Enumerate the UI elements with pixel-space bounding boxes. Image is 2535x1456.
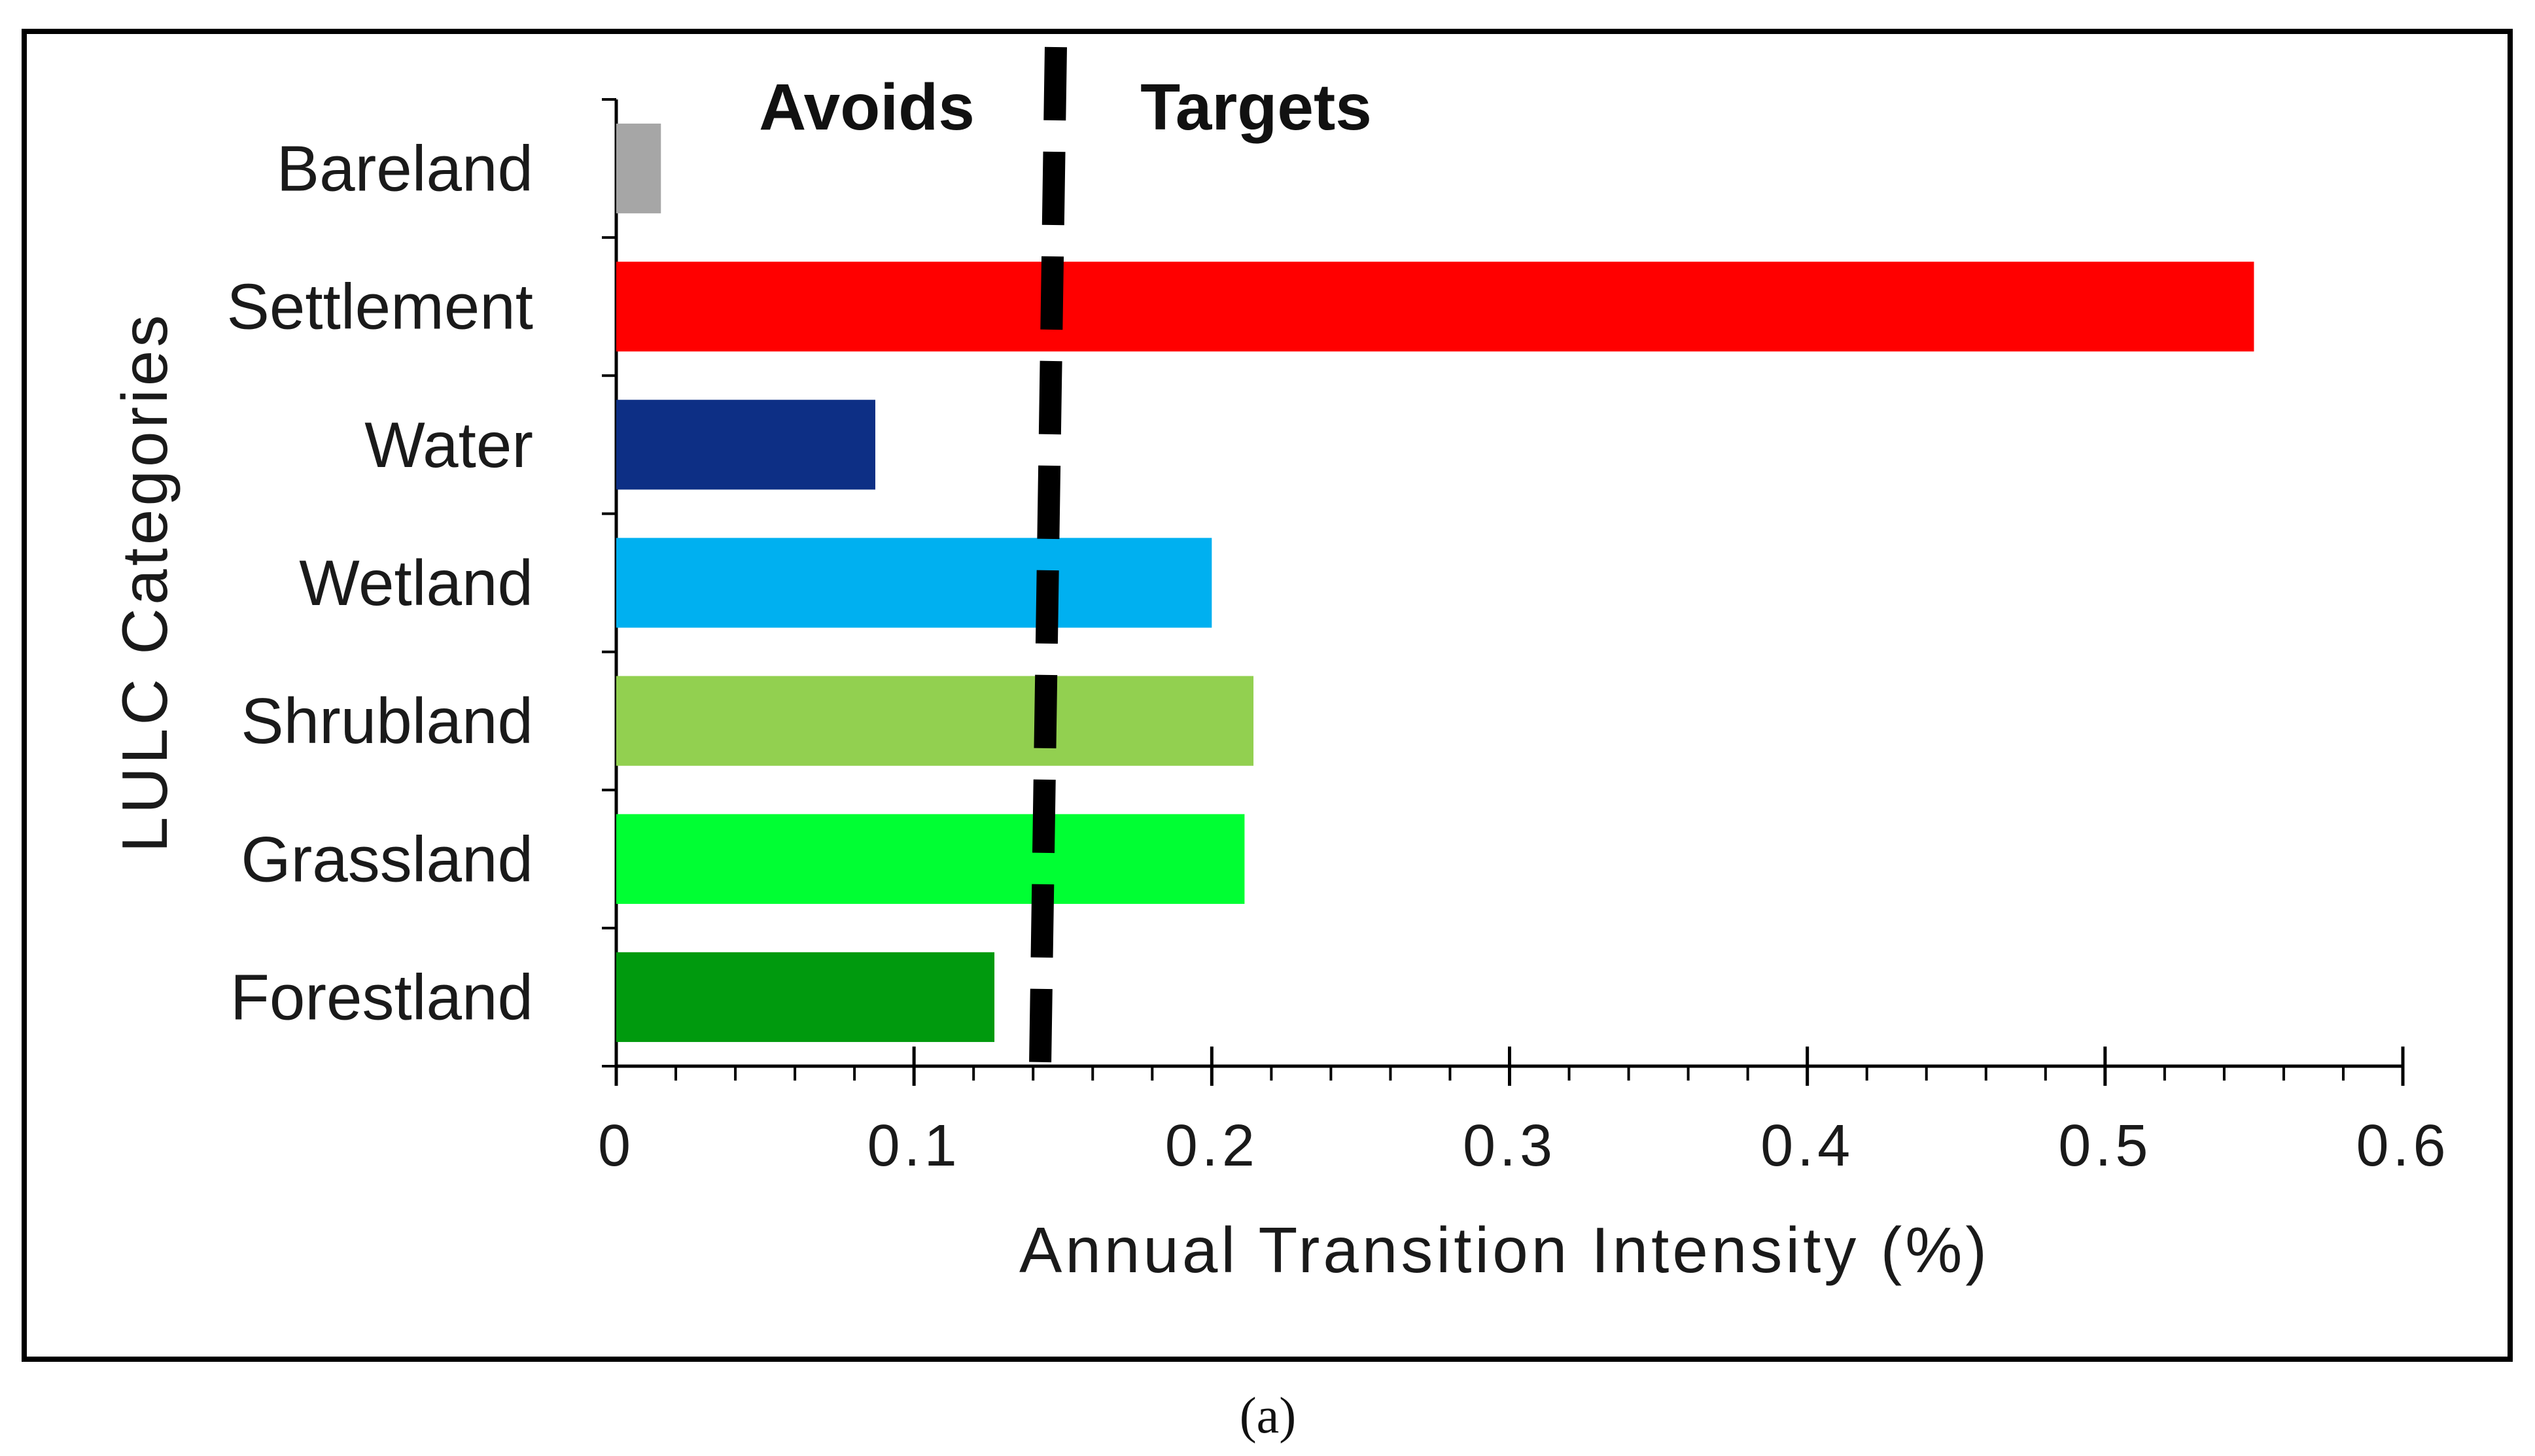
bar-wetland	[616, 538, 1212, 628]
targets-label: Targets	[1140, 71, 1372, 144]
category-label-settlement: Settlement	[227, 271, 533, 343]
avoids-label: Avoids	[759, 71, 975, 144]
bar-grassland	[616, 814, 1245, 904]
x-axis-title: Annual Transition Intensity (%)	[1019, 1214, 1990, 1286]
x-tick-label: 0.5	[2058, 1113, 2152, 1179]
figure-caption: (a)	[1240, 1387, 1297, 1444]
bar-shrubland	[616, 676, 1254, 766]
y-axis-title: LULC Categories	[109, 312, 181, 853]
x-tick-label: 0.2	[1165, 1113, 1259, 1179]
bar-settlement	[616, 262, 2254, 352]
category-label-grassland: Grassland	[241, 823, 533, 895]
uniform-intensity-line	[1028, 46, 1067, 1067]
category-label-wetland: Wetland	[299, 547, 533, 619]
chart-frame	[22, 29, 2513, 1362]
bar-water	[616, 400, 875, 490]
x-tick-label: 0.1	[867, 1113, 961, 1179]
bar-bareland	[616, 123, 661, 214]
x-tick-label: 0.4	[1760, 1113, 1854, 1179]
category-label-water: Water	[364, 409, 533, 481]
category-label-forestland: Forestland	[230, 961, 533, 1033]
category-label-shrubland: Shrubland	[241, 685, 533, 757]
x-tick-label: 0.6	[2356, 1113, 2449, 1179]
x-tick-label: 0	[598, 1113, 635, 1179]
x-tick-label: 0.3	[1463, 1113, 1556, 1179]
bar-forestland	[616, 952, 995, 1043]
category-label-bareland: Bareland	[277, 133, 533, 205]
